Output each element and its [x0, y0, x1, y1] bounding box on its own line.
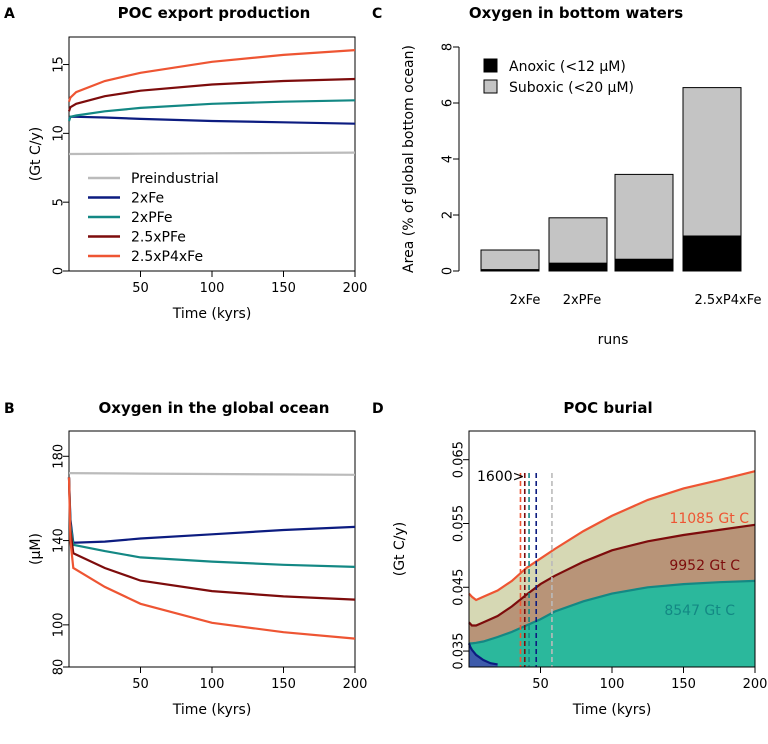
series-line-2xpfe — [67, 477, 356, 568]
y-tick-label: 180 — [52, 444, 67, 469]
x-category-label: 2.5xP4xFe — [695, 293, 762, 308]
panel-letter-b: B — [4, 401, 15, 417]
y-tick-label: 0.045 — [452, 569, 467, 606]
series-line-2-5xp4xfe — [67, 49, 356, 103]
legend-label: 2.5xP4xFe — [131, 249, 203, 265]
series-line-2xfe — [68, 115, 356, 125]
y-axis-label: (Gt C/y) — [392, 522, 408, 577]
legend-swatch — [483, 58, 498, 73]
panel-c-title: Oxygen in bottom waters — [469, 4, 683, 22]
y-tick-label: 140 — [52, 528, 67, 553]
series-line-2-5xp4xfe — [67, 477, 356, 640]
x-axis-label: Time (kyrs) — [172, 306, 252, 322]
panel-a-chart: 50 100 150 200 0 5 10 15 Time (kyrs) (Gt C/y) Prei… — [28, 36, 368, 322]
panel-a-title: POC export production — [118, 4, 311, 22]
bar-anoxic — [682, 235, 742, 272]
legend-label: Suboxic (<20 µM) — [509, 80, 634, 96]
y-tick-label: 0 — [52, 267, 67, 275]
y-tick-label: 8 — [441, 43, 456, 51]
annotation-1600: 1600> — [477, 469, 524, 485]
x-axis-label: Time (kyrs) — [172, 702, 252, 718]
y-tick-label: 80 — [52, 659, 67, 676]
legend-label: 2xFe — [131, 191, 164, 207]
y-axis-label: Area (% of global bottom ocean) — [401, 45, 417, 273]
series-line-2xfe — [67, 477, 356, 544]
x-tick-label: 50 — [532, 677, 549, 692]
legend-swatch — [483, 79, 498, 94]
y-tick-label: 6 — [441, 99, 456, 107]
x-tick-label: 150 — [271, 281, 296, 296]
y-tick-label: 0.055 — [452, 505, 467, 542]
x-tick-label: 100 — [200, 677, 225, 692]
x-axis-label: runs — [598, 332, 629, 348]
y-tick-label: 5 — [52, 198, 67, 206]
area-outline-2-5xpfe — [468, 523, 756, 627]
panel-letter-d: D — [372, 401, 384, 417]
y-tick-label: 100 — [52, 612, 67, 637]
legend-label: 2.5xPFe — [131, 230, 186, 246]
area-2xpfe — [469, 580, 755, 667]
bar-suboxic — [614, 173, 674, 272]
series-line-2xpfe — [67, 99, 356, 122]
x-category-label: 2xPFe — [563, 293, 602, 308]
x-tick-label: 150 — [271, 677, 296, 692]
x-tick-label: 200 — [343, 677, 368, 692]
panel-b-title: Oxygen in the global ocean — [99, 399, 330, 417]
burial-label-inner: 8547 Gt C — [664, 603, 735, 619]
panel-letter-a: A — [4, 6, 15, 22]
burial-label-outer: 11085 Gt C — [669, 511, 749, 527]
x-tick-label: 200 — [743, 677, 768, 692]
panel-c-chart: 0 2 4 6 8 Area (% of global bottom ocean) 2xFe… — [401, 43, 761, 348]
series-line-preindustrial — [68, 151, 356, 156]
x-category-label: 2xFe — [510, 293, 541, 308]
bar-anoxic — [480, 269, 540, 272]
panel-b-chart: 50 100 150 200 80 100 140 180 Time (kyrs) (µM) — [28, 430, 368, 718]
series-line-2-5xpfe — [67, 77, 356, 112]
plot-frame — [68, 430, 356, 668]
y-axis-label: (Gt C/y) — [28, 127, 44, 182]
x-tick-label: 200 — [343, 281, 368, 296]
bar-anoxic — [548, 262, 608, 272]
area-outline-2xfe — [467, 643, 498, 666]
x-tick-label: 150 — [671, 677, 696, 692]
panel-letter-c: C — [372, 6, 382, 22]
y-tick-label: 4 — [441, 155, 456, 163]
panel-d-title: POC burial — [563, 399, 652, 417]
y-tick-label: 0.065 — [452, 441, 467, 478]
y-tick-label: 0.035 — [452, 632, 467, 669]
series-line-2-5xpfe — [67, 477, 356, 601]
bar-suboxic — [480, 249, 540, 272]
x-tick-label: 50 — [132, 677, 149, 692]
y-tick-label: 0 — [441, 267, 456, 275]
y-tick-label: 10 — [52, 125, 67, 142]
legend-label: 2xPFe — [131, 210, 173, 226]
y-tick-label: 15 — [52, 56, 67, 73]
area-outline-2xpfe — [469, 579, 756, 645]
y-axis-label: (µM) — [28, 533, 44, 565]
area-outline-2-5xp4xfe — [468, 470, 756, 602]
burial-label-middle: 9952 Gt C — [669, 558, 740, 574]
x-axis-label: Time (kyrs) — [572, 702, 652, 718]
series-line-preindustrial — [68, 472, 356, 476]
legend-label: Anoxic (<12 µM) — [509, 59, 626, 75]
legend-label: Preindustrial — [131, 171, 219, 187]
x-tick-label: 100 — [200, 281, 225, 296]
y-tick-label: 2 — [441, 211, 456, 219]
x-tick-label: 100 — [600, 677, 625, 692]
bar-anoxic — [614, 258, 674, 272]
panel-d-chart: 1600> 11085 Gt C 9952 Gt C 8547 Gt C 50 100 15… — [392, 430, 768, 718]
x-tick-label: 50 — [132, 281, 149, 296]
area-2xfe — [469, 643, 498, 667]
